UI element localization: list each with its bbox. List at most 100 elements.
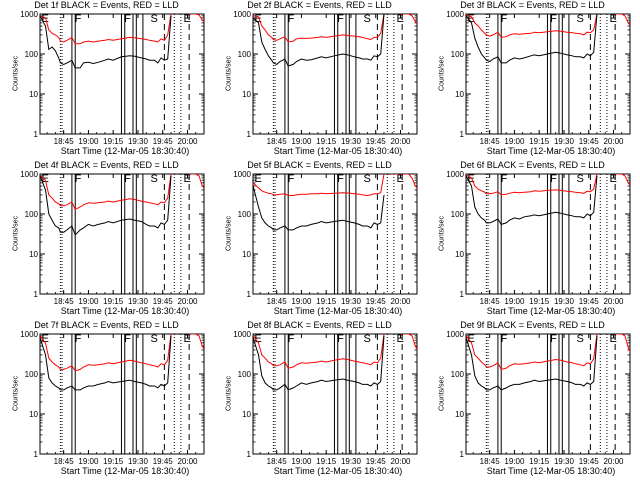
y-tick-label: 10 (455, 410, 464, 419)
y-tick-label: 1000 (20, 330, 38, 339)
x-tick-label: 19:00 (78, 137, 99, 146)
panel-title: Det 1f BLACK = Events, RED = LLD (34, 0, 179, 10)
plot-frame (465, 173, 631, 295)
y-tick-label: 100 (25, 50, 39, 59)
panel-plot: 1 10 100 1000 18:45 19:00 19:15 19:30 19:45 20:00… (446, 10, 640, 146)
panel-title: Det 2f BLACK = Events, RED = LLD (247, 0, 392, 10)
events-series-line (40, 15, 172, 69)
flag-letter: F (124, 333, 131, 345)
x-tick-label: 20:00 (603, 297, 624, 306)
x-tick-label: 19:45 (579, 457, 600, 466)
flag-letter: F (124, 13, 131, 25)
x-tick-label: 20:00 (177, 137, 198, 146)
detector-panel: Det 2f BLACK = Events, RED = LLD 1 10 100 10… (213, 0, 426, 160)
panel-plot: 1 10 100 1000 18:45 19:00 19:15 19:30 19:45 20:00… (233, 10, 418, 146)
flag-letter: F (501, 173, 508, 185)
flag-letter: E (397, 173, 404, 185)
y-tick-label: 1000 (233, 330, 251, 339)
x-tick-label: 19:00 (291, 297, 312, 306)
x-tick-label: 20:00 (603, 457, 624, 466)
plot-frame (39, 173, 205, 295)
x-tick-label: 19:15 (316, 457, 337, 466)
x-tick-label: 19:30 (128, 137, 149, 146)
x-tick-label: 19:15 (316, 137, 337, 146)
events-series-line (632, 376, 640, 380)
flag-letter: E (255, 13, 262, 25)
y-tick-label: 1000 (233, 10, 251, 19)
y-tick-label: 1 (460, 450, 465, 459)
flag-letter: F (550, 173, 557, 185)
y-axis-title: Counts/sec (438, 215, 446, 252)
x-tick-label: 19:30 (554, 297, 575, 306)
y-tick-label: 1 (247, 450, 252, 459)
flag-letter: S (577, 13, 584, 25)
y-tick-label: 1000 (20, 10, 38, 19)
panel-title: Det 3f BLACK = Events, RED = LLD (460, 0, 605, 10)
x-tick-label: 19:00 (78, 297, 99, 306)
events-series-line (632, 46, 640, 54)
lld-series-line (613, 174, 630, 187)
y-tick-label: 100 (25, 210, 39, 219)
flag-letter: E (42, 173, 49, 185)
y-tick-label: 10 (242, 410, 251, 419)
y-tick-label: 100 (238, 370, 252, 379)
plot-frame (465, 13, 631, 135)
plot-frame (465, 333, 631, 455)
panel-title: Det 4f BLACK = Events, RED = LLD (34, 160, 179, 170)
x-tick-label: 19:30 (128, 457, 149, 466)
detector-panel: Det 8f BLACK = Events, RED = LLD 1 10 100 10… (213, 320, 426, 480)
flag-letter: F (337, 173, 344, 185)
x-tick-label: 19:00 (78, 457, 99, 466)
lld-series-line (253, 334, 385, 369)
y-tick-label: 1 (34, 130, 39, 139)
flag-letter: E (255, 333, 262, 345)
events-series-line (253, 14, 385, 67)
lld-series-line (187, 14, 204, 23)
flag-letter: S (364, 173, 371, 185)
panel-plot: 1 10 100 1000 18:45 19:00 19:15 19:30 19:45 20:00… (446, 170, 631, 306)
y-tick-label: 1 (247, 290, 252, 299)
x-tick-label: 19:30 (341, 137, 362, 146)
x-tick-label: 19:15 (316, 297, 337, 306)
y-axis-title: Counts/sec (12, 215, 20, 252)
y-axis-title: Counts/sec (225, 215, 233, 252)
panel-title: Det 9f BLACK = Events, RED = LLD (460, 320, 605, 330)
panel-title: Det 7f BLACK = Events, RED = LLD (34, 320, 179, 330)
x-axis-title: Start Time (12-Mar-05 18:30:40) (273, 306, 403, 316)
flag-letter: F (75, 333, 82, 345)
events-series-line (40, 335, 172, 391)
flag-letter: F (337, 333, 344, 345)
detector-panel: Det 7f BLACK = Events, RED = LLD 1 10 100 10… (0, 320, 213, 480)
flag-letter: S (364, 13, 371, 25)
panel-title: Det 6f BLACK = Events, RED = LLD (460, 160, 605, 170)
panel-plot: 1 10 100 1000 18:45 19:00 19:15 19:30 19:45 20:00… (20, 170, 205, 306)
x-tick-label: 19:45 (579, 137, 600, 146)
detector-panel: Det 4f BLACK = Events, RED = LLD 1 10 100 10… (0, 160, 213, 320)
flag-letter: S (364, 333, 371, 345)
y-axis-title: Counts/sec (438, 375, 446, 412)
y-tick-label: 10 (242, 90, 251, 99)
x-tick-label: 19:00 (504, 457, 525, 466)
y-tick-label: 100 (451, 370, 465, 379)
x-tick-label: 18:45 (54, 297, 75, 306)
flag-letter: E (184, 173, 191, 185)
flag-letter: E (184, 13, 191, 25)
flag-letter: E (397, 13, 404, 25)
lld-series-line (392, 174, 417, 189)
plot-frame (252, 173, 418, 295)
x-tick-label: 20:00 (177, 457, 198, 466)
x-tick-label: 19:45 (153, 137, 174, 146)
flag-letter: E (42, 13, 49, 25)
x-tick-label: 20:00 (603, 137, 624, 146)
flag-letter: F (337, 13, 344, 25)
lld-series-line (466, 14, 598, 38)
y-tick-label: 10 (29, 250, 38, 259)
y-tick-label: 10 (455, 90, 464, 99)
panel-plot: 1 10 100 1000 18:45 19:00 19:15 19:30 19:45 20:00… (233, 170, 418, 306)
x-tick-label: 19:45 (153, 297, 174, 306)
plot-frame (252, 333, 418, 455)
x-tick-label: 19:45 (366, 457, 387, 466)
y-tick-label: 100 (451, 50, 465, 59)
flag-letter: E (184, 333, 191, 345)
panel-title: Det 5f BLACK = Events, RED = LLD (247, 160, 392, 170)
